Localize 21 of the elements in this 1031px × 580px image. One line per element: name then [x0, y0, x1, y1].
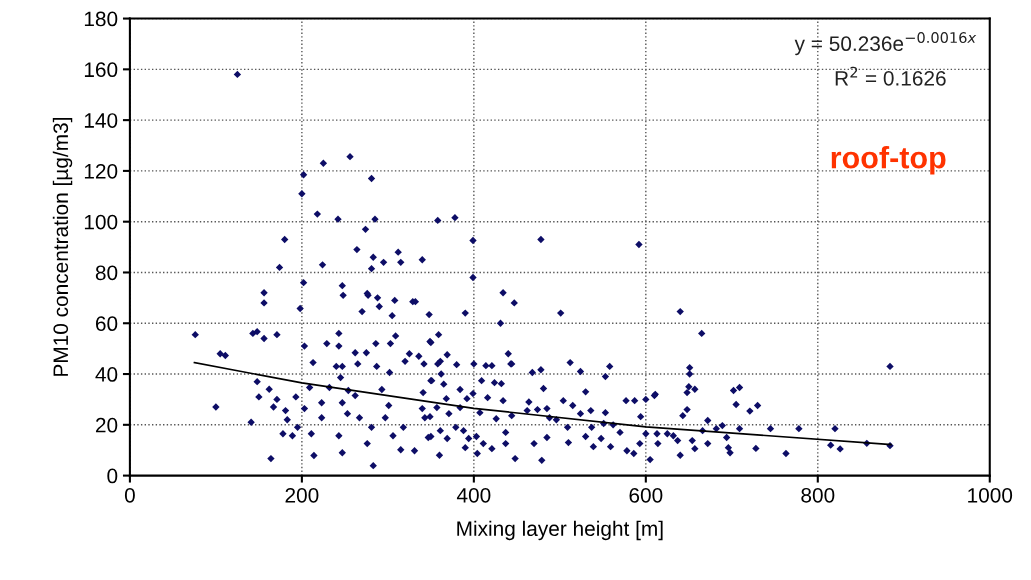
- y-tick-label: 100: [84, 214, 118, 230]
- y-tick-label: 20: [95, 417, 118, 433]
- y-tick-label: 160: [84, 62, 118, 78]
- x-tick-label: 200: [285, 487, 319, 503]
- x-tick-label: 600: [629, 487, 663, 503]
- y-tick-label: 80: [95, 265, 118, 281]
- y-axis-title: PM10 concentration [µg/m3]: [52, 118, 73, 376]
- annotation: R$^{2}$ = 0.1626: [835, 66, 946, 86]
- annotation: y = 50.236e$^{−0.0016x}$: [794, 32, 977, 56]
- x-axis-title: Mixing layer height [m]: [457, 520, 663, 541]
- y-tick-label: 0: [107, 468, 118, 484]
- x-tick-label: 800: [801, 487, 835, 503]
- y-tick-label: 60: [95, 316, 118, 332]
- x-tick-label: 400: [456, 487, 491, 503]
- y-tick-label: 140: [84, 113, 118, 128]
- annotation: roof-top: [831, 146, 946, 175]
- y-tick-label: 180: [84, 11, 118, 27]
- y-tick-label: 40: [95, 367, 118, 382]
- x-tick-label: 0: [124, 487, 135, 503]
- y-tick-label: 120: [84, 163, 118, 179]
- x-tick-label: 1000: [968, 487, 1013, 503]
